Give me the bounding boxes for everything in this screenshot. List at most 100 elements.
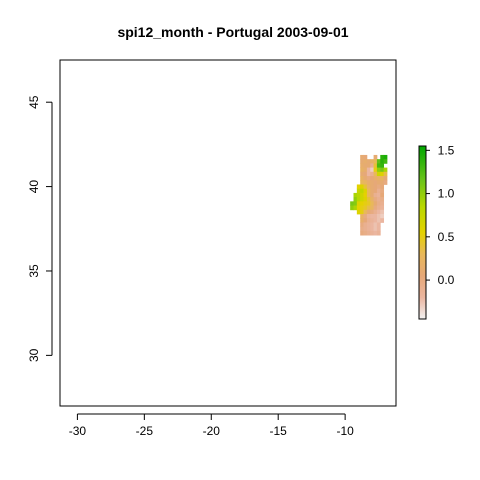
raster-cell	[376, 167, 381, 173]
raster-cell	[376, 205, 381, 211]
raster-cell	[363, 201, 368, 206]
raster-cell	[380, 192, 385, 198]
raster-cell	[360, 192, 364, 198]
colorbar-ticks: 0.0 0.5 1.0 1.5	[426, 143, 455, 287]
raster-cell	[370, 188, 374, 194]
raster-cell	[380, 201, 385, 206]
colorbar	[418, 145, 427, 320]
raster-cell	[363, 167, 368, 173]
raster-cell	[370, 184, 374, 190]
raster-cell	[370, 222, 374, 228]
raster-cell	[366, 201, 371, 206]
raster-cell	[360, 163, 364, 168]
raster-cell	[373, 176, 378, 181]
raster-cell	[373, 167, 378, 173]
raster-cell	[366, 188, 371, 194]
raster-cell	[380, 171, 385, 177]
raster-cell	[373, 159, 378, 164]
raster-cell	[373, 218, 378, 223]
raster-cell	[353, 205, 358, 211]
raster-cell	[366, 230, 371, 236]
raster-cell	[376, 171, 381, 177]
raster-cell	[363, 154, 368, 160]
raster-cell	[360, 230, 364, 236]
raster-cell	[383, 176, 388, 181]
raster-cell	[380, 209, 385, 215]
raster-cell	[356, 201, 361, 206]
raster-cell	[353, 197, 358, 202]
raster-cell	[373, 201, 378, 206]
raster-cell	[360, 167, 364, 173]
raster-cell	[373, 180, 378, 185]
raster-cell	[376, 184, 381, 190]
x-tick-label: -15	[270, 424, 288, 438]
raster-cell	[363, 184, 368, 190]
raster-cell	[356, 188, 361, 194]
raster-cell	[356, 197, 361, 202]
raster-cell	[376, 197, 381, 202]
raster-cell	[363, 197, 368, 202]
raster-cell	[370, 180, 374, 185]
raster-cell	[363, 159, 368, 164]
raster-cell	[373, 230, 378, 236]
raster-cell	[383, 154, 388, 160]
raster-cell	[370, 218, 374, 223]
raster-cell	[373, 226, 378, 232]
raster-cell	[383, 180, 388, 185]
raster-cell	[376, 201, 381, 206]
raster-cell	[376, 159, 381, 164]
raster-cell	[373, 205, 378, 211]
raster-cell	[366, 180, 371, 185]
raster-cell	[360, 176, 364, 181]
raster-cell	[376, 214, 381, 219]
raster-cell	[360, 154, 364, 160]
raster-cell	[380, 167, 385, 173]
y-tick-label: 45	[27, 95, 41, 109]
raster-cell	[366, 214, 371, 219]
raster-cell	[370, 167, 374, 173]
raster-cell	[376, 192, 381, 198]
raster-cell	[370, 197, 374, 202]
raster-cell	[373, 209, 378, 215]
raster-cell	[363, 176, 368, 181]
raster-cell	[380, 188, 385, 194]
raster-cell	[363, 218, 368, 223]
raster-cell	[363, 163, 368, 168]
raster-cell	[353, 201, 358, 206]
raster-cell	[366, 176, 371, 181]
raster-cell	[376, 188, 381, 194]
raster-cell	[366, 222, 371, 228]
raster-cell	[370, 163, 374, 168]
raster-cell	[363, 222, 368, 228]
raster-cell	[363, 188, 368, 194]
raster-cell	[366, 197, 371, 202]
raster-cell	[380, 176, 385, 181]
raster-cell	[363, 192, 368, 198]
raster-cell	[363, 214, 368, 219]
raster-cell	[366, 163, 371, 168]
raster-cell	[360, 159, 364, 164]
raster-cell	[380, 184, 385, 190]
raster-cell	[380, 154, 385, 160]
raster-cell	[373, 171, 378, 177]
colorbar-legend: 0.0 0.5 1.0 1.5	[418, 143, 455, 320]
raster-cell	[363, 171, 368, 177]
raster-cell	[360, 205, 364, 211]
raster-cell	[370, 230, 374, 236]
x-tick-label: -25	[136, 424, 154, 438]
raster-cell	[376, 209, 381, 215]
raster-cell	[350, 201, 354, 206]
raster-cell	[366, 171, 371, 177]
raster-cell	[363, 226, 368, 232]
raster-cell	[356, 184, 361, 190]
raster-cell	[376, 176, 381, 181]
raster-cell	[360, 222, 364, 228]
raster-cell	[370, 171, 374, 177]
raster-cell	[360, 218, 364, 223]
raster-cell	[380, 205, 385, 211]
raster-cell	[366, 218, 371, 223]
raster-cell	[376, 180, 381, 185]
raster-cell	[376, 230, 381, 236]
raster-cell	[366, 184, 371, 190]
